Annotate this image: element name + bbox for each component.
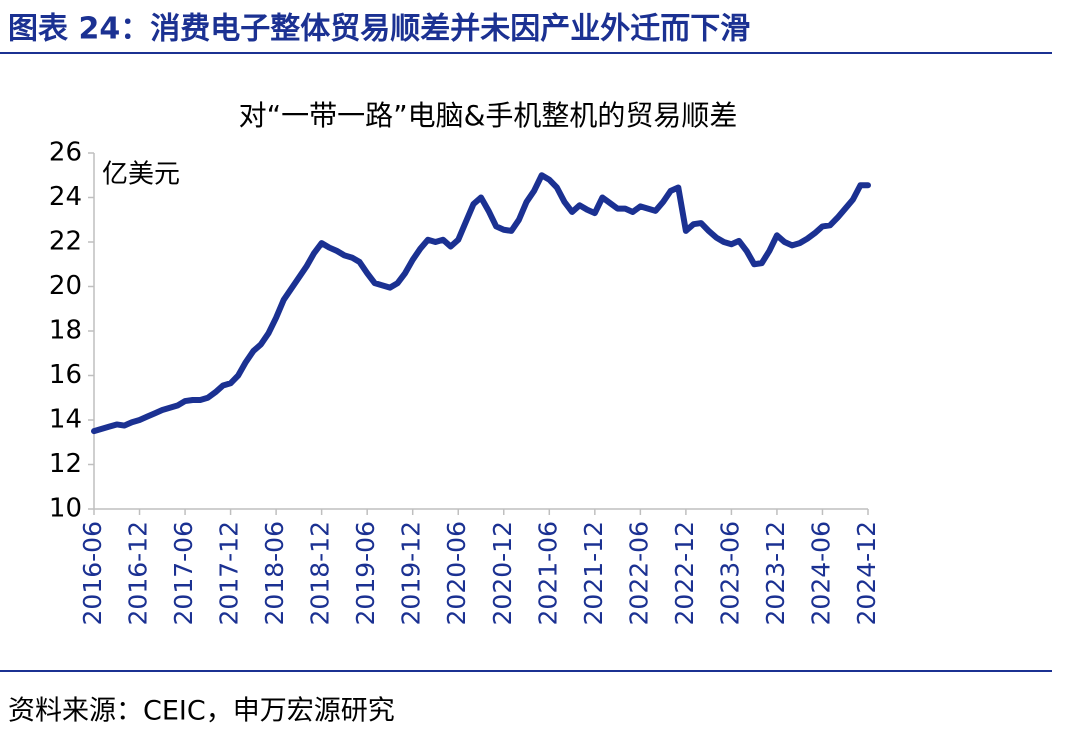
x-tick-label: 2024-06 [806, 521, 835, 625]
y-tick-label: 12 [49, 449, 82, 479]
y-tick-label: 10 [49, 494, 82, 524]
x-tick-label: 2022-12 [670, 521, 699, 625]
y-tick-label: 20 [49, 271, 82, 301]
x-tick-label: 2016-12 [124, 521, 153, 625]
x-tick-label: 2019-12 [397, 521, 426, 625]
x-tick-label: 2024-12 [852, 521, 881, 625]
x-tick-label: 2018-12 [306, 521, 335, 625]
x-tick-label: 2023-12 [761, 521, 790, 625]
x-tick-label: 2017-12 [215, 521, 244, 625]
y-tick-label: 26 [49, 138, 82, 168]
x-tick-label: 2020-12 [488, 521, 517, 625]
x-tick-label: 2016-06 [78, 521, 107, 625]
source-note: 资料来源：CEIC，申万宏源研究 [8, 696, 395, 727]
x-tick-label: 2017-06 [169, 521, 198, 625]
x-tick-label: 2023-06 [715, 521, 744, 625]
y-tick-label: 14 [49, 405, 82, 435]
x-tick-label: 2018-06 [260, 521, 289, 625]
x-tick-label: 2020-06 [442, 521, 471, 625]
x-tick-label: 2021-12 [579, 521, 608, 625]
y-tick-label: 22 [49, 227, 82, 257]
y-axis-label: 亿美元 [102, 160, 180, 190]
y-tick-label: 24 [49, 182, 82, 212]
chart-title: 对“一带一路”电脑&手机整机的贸易顺差 [239, 99, 738, 132]
header-title: 图表 24：消费电子整体贸易顺差并未因产业外迁而下滑 [8, 12, 750, 47]
y-tick-label: 18 [49, 316, 82, 346]
x-tick-label: 2022-06 [624, 521, 653, 625]
x-tick-label: 2021-06 [533, 521, 562, 625]
data-line [91, 172, 871, 435]
y-tick-label: 16 [49, 360, 82, 390]
x-tick-label: 2019-06 [351, 521, 380, 625]
